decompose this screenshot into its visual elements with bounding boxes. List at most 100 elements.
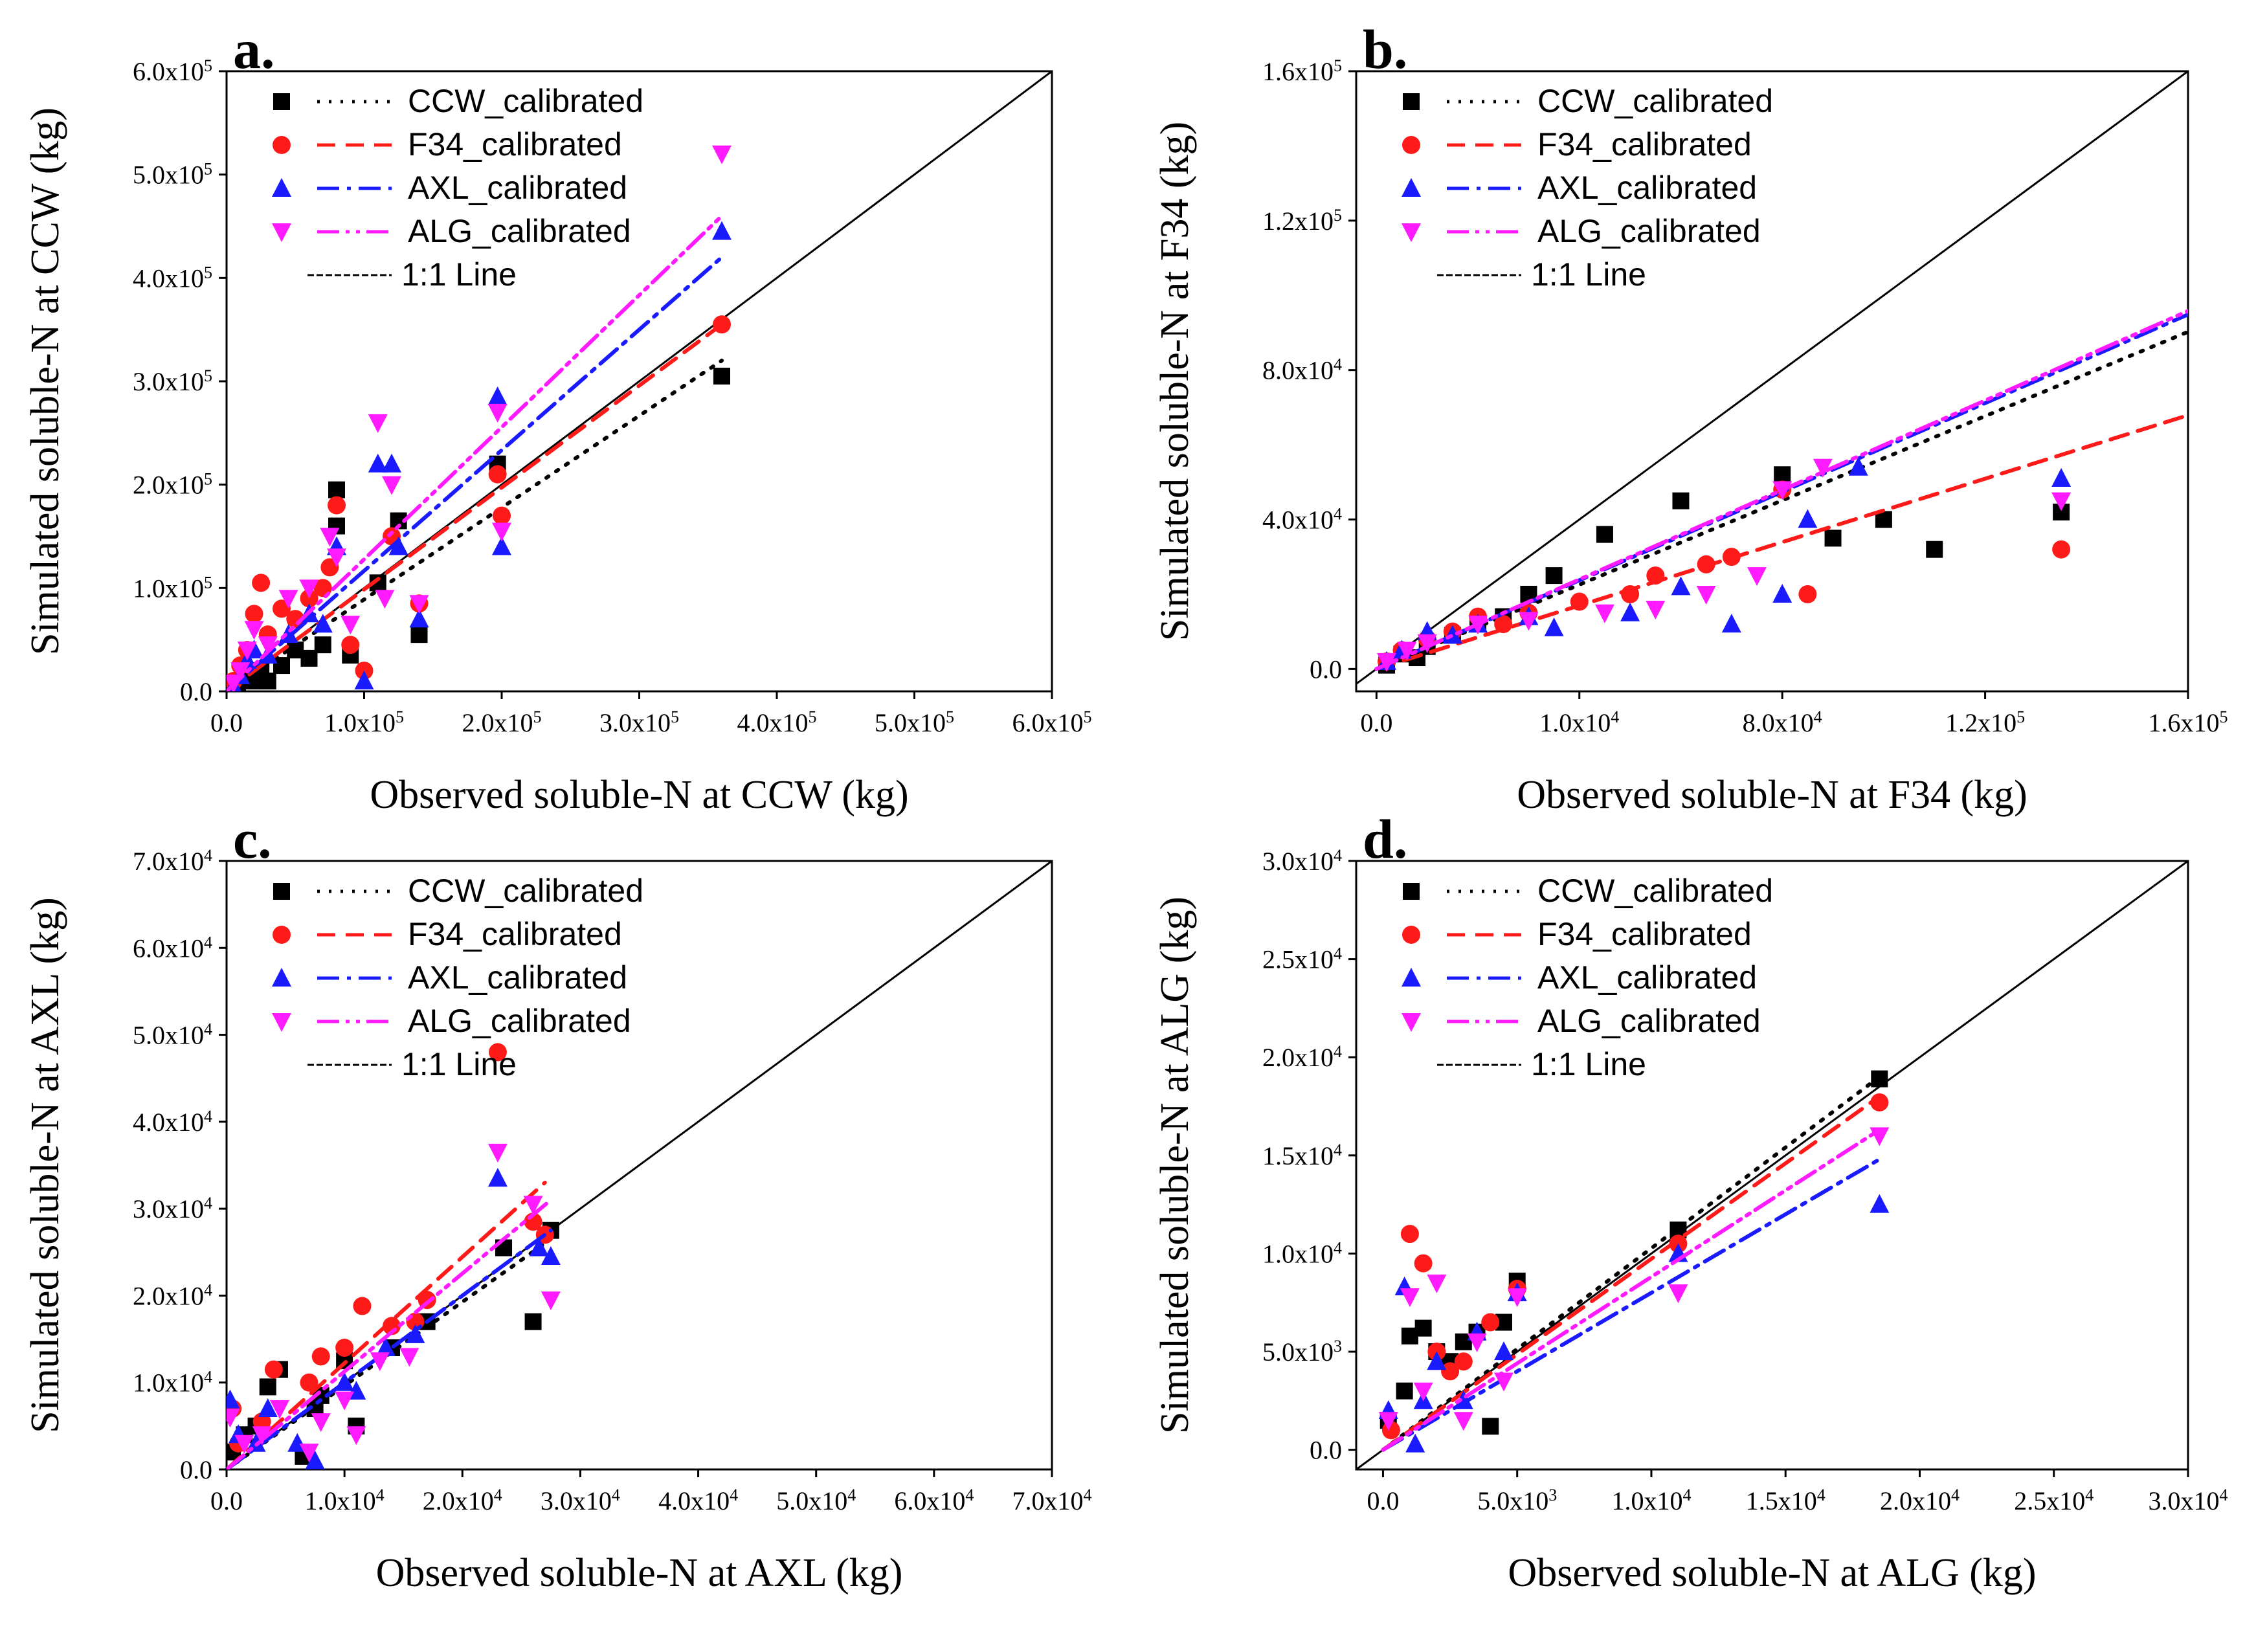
data-point-alg: [1646, 601, 1666, 620]
x-tick-label: 3.0x104: [2149, 1486, 2228, 1516]
data-point-alg: [1493, 1372, 1513, 1392]
data-point-alg: [2051, 492, 2072, 511]
legend-marker-f34: [1402, 136, 1420, 154]
data-point-alg: [227, 1409, 240, 1428]
data-point-axl: [227, 1389, 240, 1409]
y-tick-label: 2.5x104: [1262, 944, 1342, 974]
legend-label: 1:1 Line: [1531, 256, 1646, 293]
data-point-axl: [541, 1246, 561, 1265]
data-point-f34: [488, 1043, 507, 1062]
x-axis-label: Observed soluble-N at ALG (kg): [1508, 1551, 2036, 1595]
fit-line-ccw: [1381, 1075, 1882, 1452]
legend-label: 1:1 Line: [1531, 1046, 1646, 1082]
data-point-f34: [1400, 1225, 1419, 1244]
y-tick-label: 0.0: [180, 1455, 212, 1484]
legend-label: ALG_calibrated: [408, 213, 631, 249]
series-ccw: [227, 359, 730, 691]
panel-axl: c. 0.0 1.0x104 2.0x104 3.0x104 4.0x104 5.0x104…: [23, 808, 1092, 1595]
data-point-ccw: [328, 481, 345, 498]
y-tick-label: 1.0x105: [133, 573, 212, 603]
data-point-ccw: [314, 636, 331, 654]
x-tick-label: 1.0x104: [305, 1486, 385, 1516]
series-ccw: [1379, 1070, 1888, 1452]
data-point-axl: [492, 536, 511, 555]
data-point-ccw: [410, 626, 428, 643]
x-tick-label: 2.5x104: [2014, 1486, 2094, 1516]
x-tick-label: 1.0x104: [1611, 1486, 1691, 1516]
x-axis-label: Observed soluble-N at CCW (kg): [370, 773, 908, 817]
legend-label: CCW_calibrated: [1537, 873, 1773, 909]
y-tick-label: 2.0x104: [133, 1280, 212, 1311]
data-point-axl: [313, 614, 333, 633]
data-point-f34: [252, 1412, 271, 1431]
series-axl: [1378, 1157, 1890, 1453]
x-tick-label: 1.5x104: [1746, 1486, 1826, 1516]
legend-label: AXL_calibrated: [408, 170, 627, 206]
y-tick-label: 7.0x104: [133, 846, 212, 876]
y-tick-label: 2.0x105: [133, 469, 212, 500]
series-alg: [1378, 1127, 1890, 1452]
data-point-ccw: [259, 1378, 276, 1396]
data-point-axl: [409, 608, 429, 628]
legend-label: AXL_calibrated: [408, 959, 627, 996]
data-point-alg: [269, 1400, 289, 1419]
data-point-axl: [487, 386, 508, 405]
data-point-axl: [2051, 468, 2072, 487]
legend-marker-alg: [272, 223, 291, 242]
data-point-alg: [1668, 1284, 1688, 1304]
fit-line-axl: [1381, 1157, 1882, 1452]
y-tick-label: 2.0x104: [1262, 1042, 1342, 1073]
series-alg: [1374, 194, 2245, 672]
legend-label: AXL_calibrated: [1537, 170, 1757, 206]
y-tick-label: 3.0x104: [1262, 846, 1342, 876]
data-point-alg: [1696, 585, 1716, 605]
data-point-axl: [1544, 617, 1564, 636]
data-point-axl: [405, 1324, 425, 1343]
data-point-alg: [311, 1413, 331, 1433]
data-point-alg: [341, 616, 361, 635]
y-tick-label: 8.0x104: [1262, 355, 1342, 385]
data-point-alg: [1400, 1288, 1420, 1308]
fit-line-alg: [1381, 1128, 1882, 1452]
legend-label: 1:1 Line: [401, 256, 517, 293]
data-point-alg: [2239, 194, 2245, 212]
x-tick-label: 8.0x104: [1743, 708, 1822, 738]
data-point-alg: [523, 1196, 543, 1215]
fit-line-alg: [1374, 309, 2188, 671]
data-point-ccw: [259, 673, 276, 690]
x-tick-label: 2.0x104: [1880, 1486, 1960, 1516]
series-alg: [227, 145, 732, 691]
plot-area: [227, 861, 1052, 1469]
data-point-alg: [382, 476, 401, 495]
data-point-alg: [1453, 1412, 1473, 1431]
series-f34: [227, 1043, 554, 1469]
legend-marker-ccw: [1403, 93, 1420, 110]
y-tick-label: 0.0: [180, 677, 212, 706]
data-point-f34: [252, 574, 271, 592]
y-axis-label: Simulated soluble-N at CCW (kg): [23, 107, 67, 655]
data-point-f34: [264, 1360, 283, 1379]
data-point-axl: [1427, 1351, 1447, 1370]
data-point-f34: [328, 496, 346, 515]
legend-label: CCW_calibrated: [408, 83, 643, 119]
y-tick-label: 3.0x104: [133, 1194, 212, 1224]
plot-frame: [225, 860, 1053, 1471]
y-tick-label: 4.0x104: [1262, 504, 1342, 535]
y-tick-label: 4.0x105: [133, 263, 212, 293]
plot-area: [1356, 71, 2245, 685]
y-tick-label: 4.0x104: [133, 1106, 212, 1137]
x-tick-label: 3.0x105: [599, 708, 679, 738]
data-point-axl: [1848, 456, 1868, 476]
data-point-axl: [2239, 229, 2245, 248]
data-point-ccw: [1824, 530, 1842, 547]
x-axis-label: Observed soluble-N at F34 (kg): [1517, 773, 2027, 817]
data-point-ccw: [713, 368, 730, 385]
panel-alg: d. 0.0 5.0x103 1.0x104 1.5x104 2.0x104 2.5x104…: [1153, 808, 2228, 1595]
data-point-alg: [335, 1391, 355, 1411]
panel-letter: c.: [233, 808, 272, 870]
x-tick-label: 6.0x105: [1012, 708, 1092, 738]
legend-marker-ccw: [273, 93, 290, 110]
plot-frame: [1355, 70, 2189, 693]
data-point-alg: [1507, 1288, 1527, 1308]
